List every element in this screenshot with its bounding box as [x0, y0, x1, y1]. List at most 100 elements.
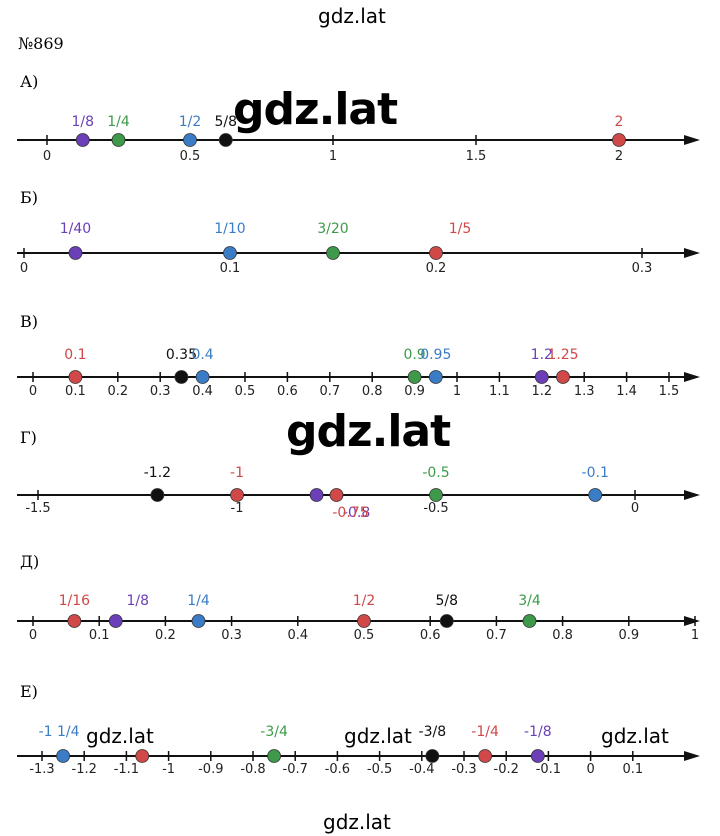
- point-marker: [111, 133, 126, 147]
- watermark-big-2: gdz.lat: [286, 406, 451, 457]
- point-label: 1/4: [187, 593, 210, 609]
- point-marker: [75, 133, 90, 147]
- tick-label: 0.8: [552, 628, 573, 643]
- tick-label: -0.7: [283, 762, 308, 777]
- tick-label: -1.3: [29, 762, 54, 777]
- point-label: -1/4: [471, 724, 499, 740]
- tick-label: -1.1: [114, 762, 139, 777]
- point-label: 1/40: [60, 221, 91, 237]
- tick-label: 0.5: [354, 628, 375, 643]
- tick-label: 0: [43, 149, 51, 164]
- point-marker: [478, 749, 493, 763]
- point-marker: [218, 133, 233, 147]
- tick-label: 1: [691, 628, 699, 643]
- section-label-b: Б): [20, 188, 38, 207]
- tick-label: 2: [615, 149, 623, 164]
- section-label-v: В): [20, 312, 38, 331]
- tick-label: 1: [329, 149, 337, 164]
- axis-arrow-icon: [684, 372, 700, 382]
- tick-label: 0.7: [319, 384, 340, 399]
- axis-arrow-icon: [684, 751, 700, 761]
- point-marker: [230, 488, 244, 502]
- tick-label: 1.5: [466, 149, 487, 164]
- point-marker: [68, 246, 83, 260]
- point-label: 1.25: [547, 347, 578, 363]
- tick-label: 0: [20, 261, 28, 276]
- tick-label: -0.3: [451, 762, 476, 777]
- point-label: 1/2: [353, 593, 376, 609]
- point-marker: [108, 614, 123, 628]
- section-label-g: Г): [20, 428, 37, 447]
- point-marker: [612, 133, 626, 147]
- tick-label: 1: [453, 384, 461, 399]
- point-label: -1/8: [524, 724, 552, 740]
- tick-label: 1.2: [531, 384, 552, 399]
- point-label: 1/2: [179, 114, 202, 130]
- point-marker: [68, 370, 83, 384]
- number-line-1: 0 0.1 0.2 0.3 1/40 1/10 3/20 1/5: [17, 221, 700, 276]
- point-marker: [429, 488, 443, 502]
- section-label-d: Д): [20, 552, 40, 571]
- point-marker: [357, 614, 371, 628]
- axis-arrow-icon: [684, 248, 700, 258]
- point-label: 1/4: [107, 114, 130, 130]
- tick-label: -0.2: [494, 762, 519, 777]
- tick-label: -0.5: [367, 762, 392, 777]
- point-label: -0.5: [422, 465, 449, 481]
- tick-label: -1.2: [72, 762, 97, 777]
- point-label: -1: [230, 465, 244, 481]
- point-marker: [407, 370, 422, 384]
- point-marker: [267, 749, 282, 763]
- tick-label: 0.6: [277, 384, 298, 399]
- point-label: -0.8: [343, 505, 370, 521]
- tick-label: 0.3: [150, 384, 171, 399]
- tick-label: -0.6: [325, 762, 350, 777]
- point-label: 1/5: [449, 221, 472, 237]
- axis-arrow-icon: [684, 490, 700, 500]
- tick-label: 1.1: [489, 384, 510, 399]
- tick-label: 0: [586, 762, 594, 777]
- section-label-e: Е): [20, 682, 38, 701]
- point-label: 0.35: [166, 347, 197, 363]
- point-marker: [556, 370, 570, 384]
- watermark-row-e-2: gdz.lat: [344, 724, 412, 748]
- tick-label: -1: [231, 501, 244, 516]
- point-label: -3/4: [260, 724, 288, 740]
- tick-label: 1.5: [659, 384, 680, 399]
- point-marker: [522, 614, 537, 628]
- point-label: -1 1/4: [39, 724, 80, 740]
- point-label: -0.75: [332, 505, 368, 521]
- tick-label: 0.9: [404, 384, 425, 399]
- point-label: 2: [615, 114, 624, 130]
- tick-label: 0.9: [618, 628, 639, 643]
- tick-label: 0.1: [622, 762, 643, 777]
- point-marker: [425, 749, 440, 763]
- point-marker: [56, 749, 70, 763]
- point-marker: [309, 488, 324, 502]
- tick-label: 0: [631, 501, 639, 516]
- point-marker: [530, 749, 545, 763]
- number-line-4: 0 0.1 0.2 0.3 0.4 0.5 0.6 0.7 0.8 0.9 1 1/16 1/8 1/4 1…: [17, 593, 700, 643]
- tick-label: 0.6: [420, 628, 441, 643]
- tick-label: 1.4: [616, 384, 637, 399]
- task-number: №869: [18, 34, 64, 53]
- tick-label: -1: [162, 762, 175, 777]
- point-marker: [326, 246, 340, 260]
- watermark-row-e-1: gdz.lat: [86, 724, 154, 748]
- number-line-5: -1.3 -1.2 -1.1 -1 -0.9 -0.8 -0.7 -0.6 -0.5 -0.4 -0…: [17, 724, 700, 777]
- point-marker: [195, 370, 210, 384]
- point-marker: [135, 749, 150, 763]
- point-marker: [174, 370, 189, 384]
- tick-label: -0.1: [536, 762, 561, 777]
- number-line-3: -1.5 -1 -0.5 0 -1.2 -1 -0.8-0.75 -0.5 -0.1: [17, 465, 700, 521]
- point-marker: [428, 370, 443, 384]
- number-line-2: 0 0.1 0.2 0.3 0.4 0.5 0.6 0.7 0.8 0.9 1 1.1 1.2 1.3 1.…: [17, 347, 700, 399]
- tick-label: 0.3: [632, 261, 653, 276]
- watermark-top: gdz.lat: [318, 4, 386, 28]
- point-marker: [183, 133, 197, 147]
- tick-label: -1.5: [25, 501, 50, 516]
- point-label: 5/8: [435, 593, 458, 609]
- point-label: 0.9: [403, 347, 425, 363]
- tick-label: 0.2: [155, 628, 176, 643]
